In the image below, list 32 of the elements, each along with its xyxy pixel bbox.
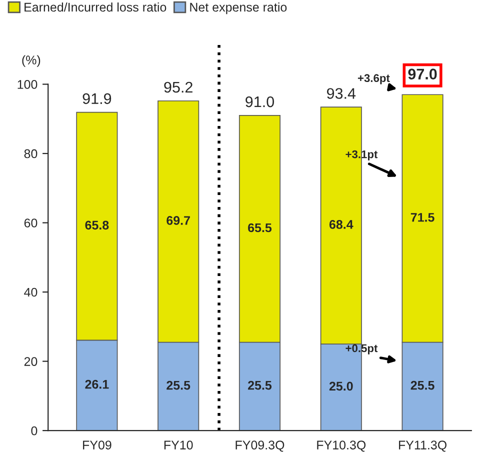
data-label: 25.5 xyxy=(166,380,190,390)
data-label: 65.5 xyxy=(248,223,272,232)
y-tick-label: 20 xyxy=(24,357,38,366)
total-label: 91.0 xyxy=(246,96,274,108)
data-label: 25.5 xyxy=(410,380,434,390)
data-label: 69.7 xyxy=(166,216,190,225)
total-label: 97.0 xyxy=(408,68,437,80)
annotation: +3.1pt xyxy=(346,150,378,160)
data-label: 26.1 xyxy=(85,380,109,389)
y-tick-label: 40 xyxy=(24,288,38,297)
x-tick-label: FY11.3Q xyxy=(399,440,446,452)
data-label: 71.5 xyxy=(410,213,434,222)
x-tick-label: FY10.3Q xyxy=(317,440,366,452)
data-label: 25.0 xyxy=(329,382,353,391)
y-tick-label: 0 xyxy=(31,426,38,436)
y-tick-label: 60 xyxy=(24,218,38,228)
legend-label: Net expense ratio xyxy=(190,2,287,14)
data-label: 25.5 xyxy=(248,380,272,390)
text: +3.6pt xyxy=(358,74,390,84)
x-tick-label: FY09 xyxy=(83,440,112,450)
total-label: 93.4 xyxy=(326,88,356,99)
total-label: 95.2 xyxy=(164,82,192,93)
total-label: 91.9 xyxy=(82,93,112,104)
x-tick-label: FY09.3Q xyxy=(236,440,284,452)
legend-label: Earned/Incurred loss ratio xyxy=(24,2,166,12)
x-tick-label: FY10 xyxy=(164,440,193,450)
y-tick-label: 100 xyxy=(18,80,38,89)
data-label: 68.4 xyxy=(329,220,354,229)
annotation: +0.5pt xyxy=(346,344,378,354)
data-label: 65.8 xyxy=(85,220,109,230)
y-tick-label: 80 xyxy=(24,149,38,158)
y-axis-title: (%) xyxy=(22,55,40,67)
